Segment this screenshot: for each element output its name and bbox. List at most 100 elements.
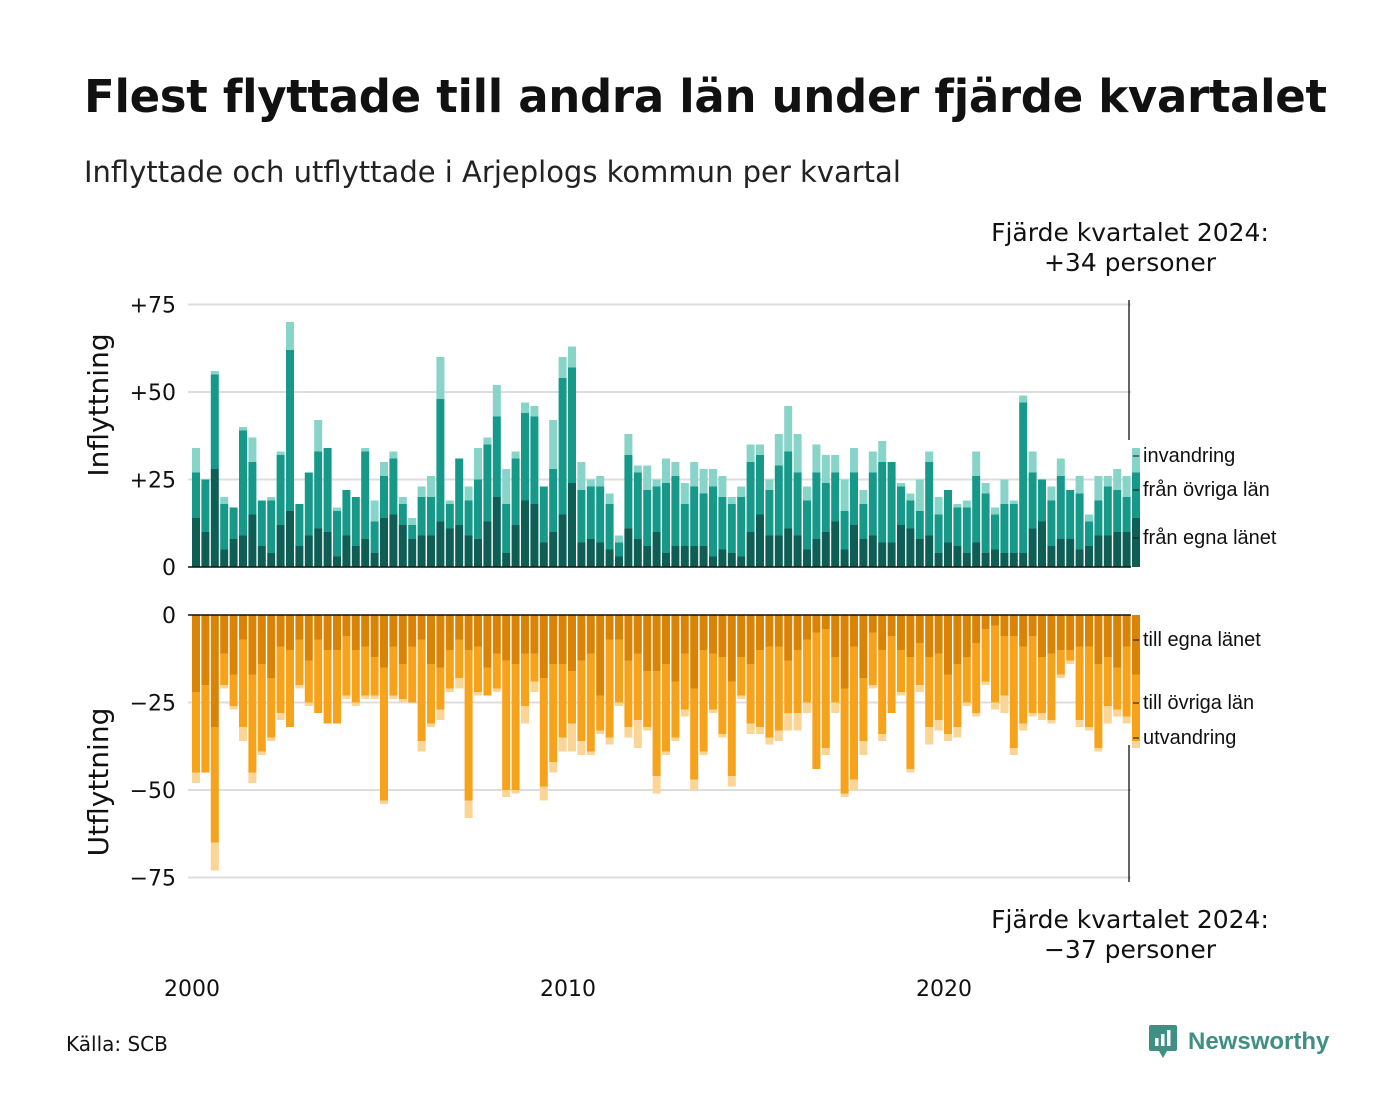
bar-segment bbox=[962, 507, 971, 553]
annotation-top: Fjärde kvartalet 2024: +34 personer bbox=[970, 218, 1290, 278]
bar-segment bbox=[1047, 720, 1056, 724]
bar-segment bbox=[671, 615, 680, 682]
bar-segment bbox=[1056, 476, 1065, 539]
bar-segment bbox=[380, 615, 388, 668]
bar-segment bbox=[1028, 528, 1037, 567]
bar-segment bbox=[220, 549, 229, 567]
bar-segment bbox=[1038, 479, 1046, 522]
bar-segment bbox=[756, 455, 764, 515]
annotation-bottom: Fjärde kvartalet 2024: −37 personer bbox=[970, 905, 1290, 965]
bar-segment bbox=[831, 702, 840, 713]
bar-segment bbox=[474, 615, 482, 647]
bar-segment bbox=[803, 639, 811, 703]
bar-segment bbox=[859, 615, 868, 678]
bar-segment bbox=[1047, 486, 1056, 501]
y-tick-label: −25 bbox=[130, 692, 176, 717]
bar-segment bbox=[1019, 615, 1028, 647]
bar-segment bbox=[709, 469, 717, 487]
bar-segment bbox=[727, 776, 736, 787]
bar-segment bbox=[652, 486, 661, 532]
bar-segment bbox=[718, 615, 727, 657]
bar-segment bbox=[821, 615, 830, 629]
bar-segment bbox=[906, 615, 915, 657]
bar-segment bbox=[953, 546, 962, 567]
bar-segment bbox=[821, 532, 830, 567]
bar-segment bbox=[389, 646, 398, 696]
bar-segment bbox=[455, 639, 464, 678]
bar-segment bbox=[831, 615, 840, 657]
bar-segment bbox=[803, 500, 811, 550]
bar-segment bbox=[455, 525, 464, 567]
bar-segment bbox=[727, 681, 736, 776]
bar-segment bbox=[351, 497, 360, 546]
bar-segment bbox=[671, 462, 680, 476]
bar-segment bbox=[351, 650, 360, 703]
bar-segment bbox=[568, 615, 576, 671]
bar-segment bbox=[521, 500, 529, 567]
bar-segment bbox=[1075, 615, 1084, 647]
bar-segment bbox=[652, 671, 661, 776]
bar-segment bbox=[436, 667, 445, 710]
bar-segment bbox=[558, 357, 567, 378]
bar-segment bbox=[793, 434, 802, 473]
bar-segment bbox=[878, 650, 887, 734]
bar-segment bbox=[314, 420, 323, 452]
bar-segment bbox=[727, 615, 736, 682]
bar-segment bbox=[380, 518, 388, 567]
bar-segment bbox=[643, 490, 652, 546]
bar-segment bbox=[530, 615, 539, 654]
bar-segment bbox=[774, 646, 783, 731]
bar-segment bbox=[1009, 504, 1018, 553]
bar-segment bbox=[483, 615, 492, 668]
bar-segment bbox=[662, 483, 670, 553]
bar-segment bbox=[615, 542, 623, 557]
bar-segment bbox=[878, 441, 887, 462]
bar-segment bbox=[549, 469, 558, 532]
bar-segment bbox=[210, 374, 219, 469]
y-axis-label-bottom: Utflyttning bbox=[82, 708, 115, 857]
bar-segment bbox=[596, 476, 605, 487]
bar-segment bbox=[1056, 539, 1065, 567]
bar-segment bbox=[1000, 636, 1009, 696]
bar-segment bbox=[897, 615, 905, 650]
legend-label: från övriga län bbox=[1143, 479, 1270, 501]
bar-segment bbox=[633, 653, 642, 720]
bar-segment bbox=[633, 472, 642, 539]
bar-segment bbox=[389, 514, 398, 567]
bar-segment bbox=[427, 664, 435, 724]
bar-segment bbox=[286, 650, 294, 727]
bar-segment bbox=[831, 521, 840, 567]
bar-segment bbox=[201, 615, 210, 685]
bar-segment bbox=[840, 479, 849, 511]
bar-segment bbox=[445, 615, 454, 650]
bar-segment bbox=[398, 497, 407, 504]
bar-segment bbox=[1122, 615, 1131, 647]
bar-segment bbox=[821, 629, 830, 748]
bar-segment bbox=[840, 688, 849, 794]
bar-segment bbox=[812, 444, 821, 473]
bar-segment bbox=[840, 511, 849, 550]
bar-segment bbox=[680, 615, 689, 654]
bar-segment bbox=[248, 674, 257, 773]
bar-segment bbox=[831, 657, 840, 703]
bar-segment bbox=[887, 636, 896, 713]
brand-logo[interactable]: Newsworthy bbox=[1148, 1024, 1329, 1060]
bar-segment bbox=[464, 800, 473, 818]
bar-segment bbox=[859, 490, 868, 504]
bar-segment bbox=[878, 615, 887, 650]
bar-segment bbox=[756, 650, 764, 727]
bar-segment bbox=[455, 678, 464, 689]
bar-segment bbox=[699, 650, 708, 752]
bar-segment bbox=[765, 646, 774, 738]
bar-segment bbox=[304, 702, 313, 706]
bar-segment bbox=[850, 448, 858, 473]
bar-segment bbox=[492, 615, 501, 654]
bar-segment bbox=[539, 542, 548, 567]
bar-segment bbox=[521, 615, 529, 654]
bar-segment bbox=[1019, 553, 1028, 567]
bar-segment bbox=[671, 681, 680, 738]
bar-segment bbox=[276, 646, 285, 713]
bar-segment bbox=[850, 779, 858, 790]
bar-segment bbox=[398, 504, 407, 525]
bar-segment bbox=[530, 416, 539, 504]
